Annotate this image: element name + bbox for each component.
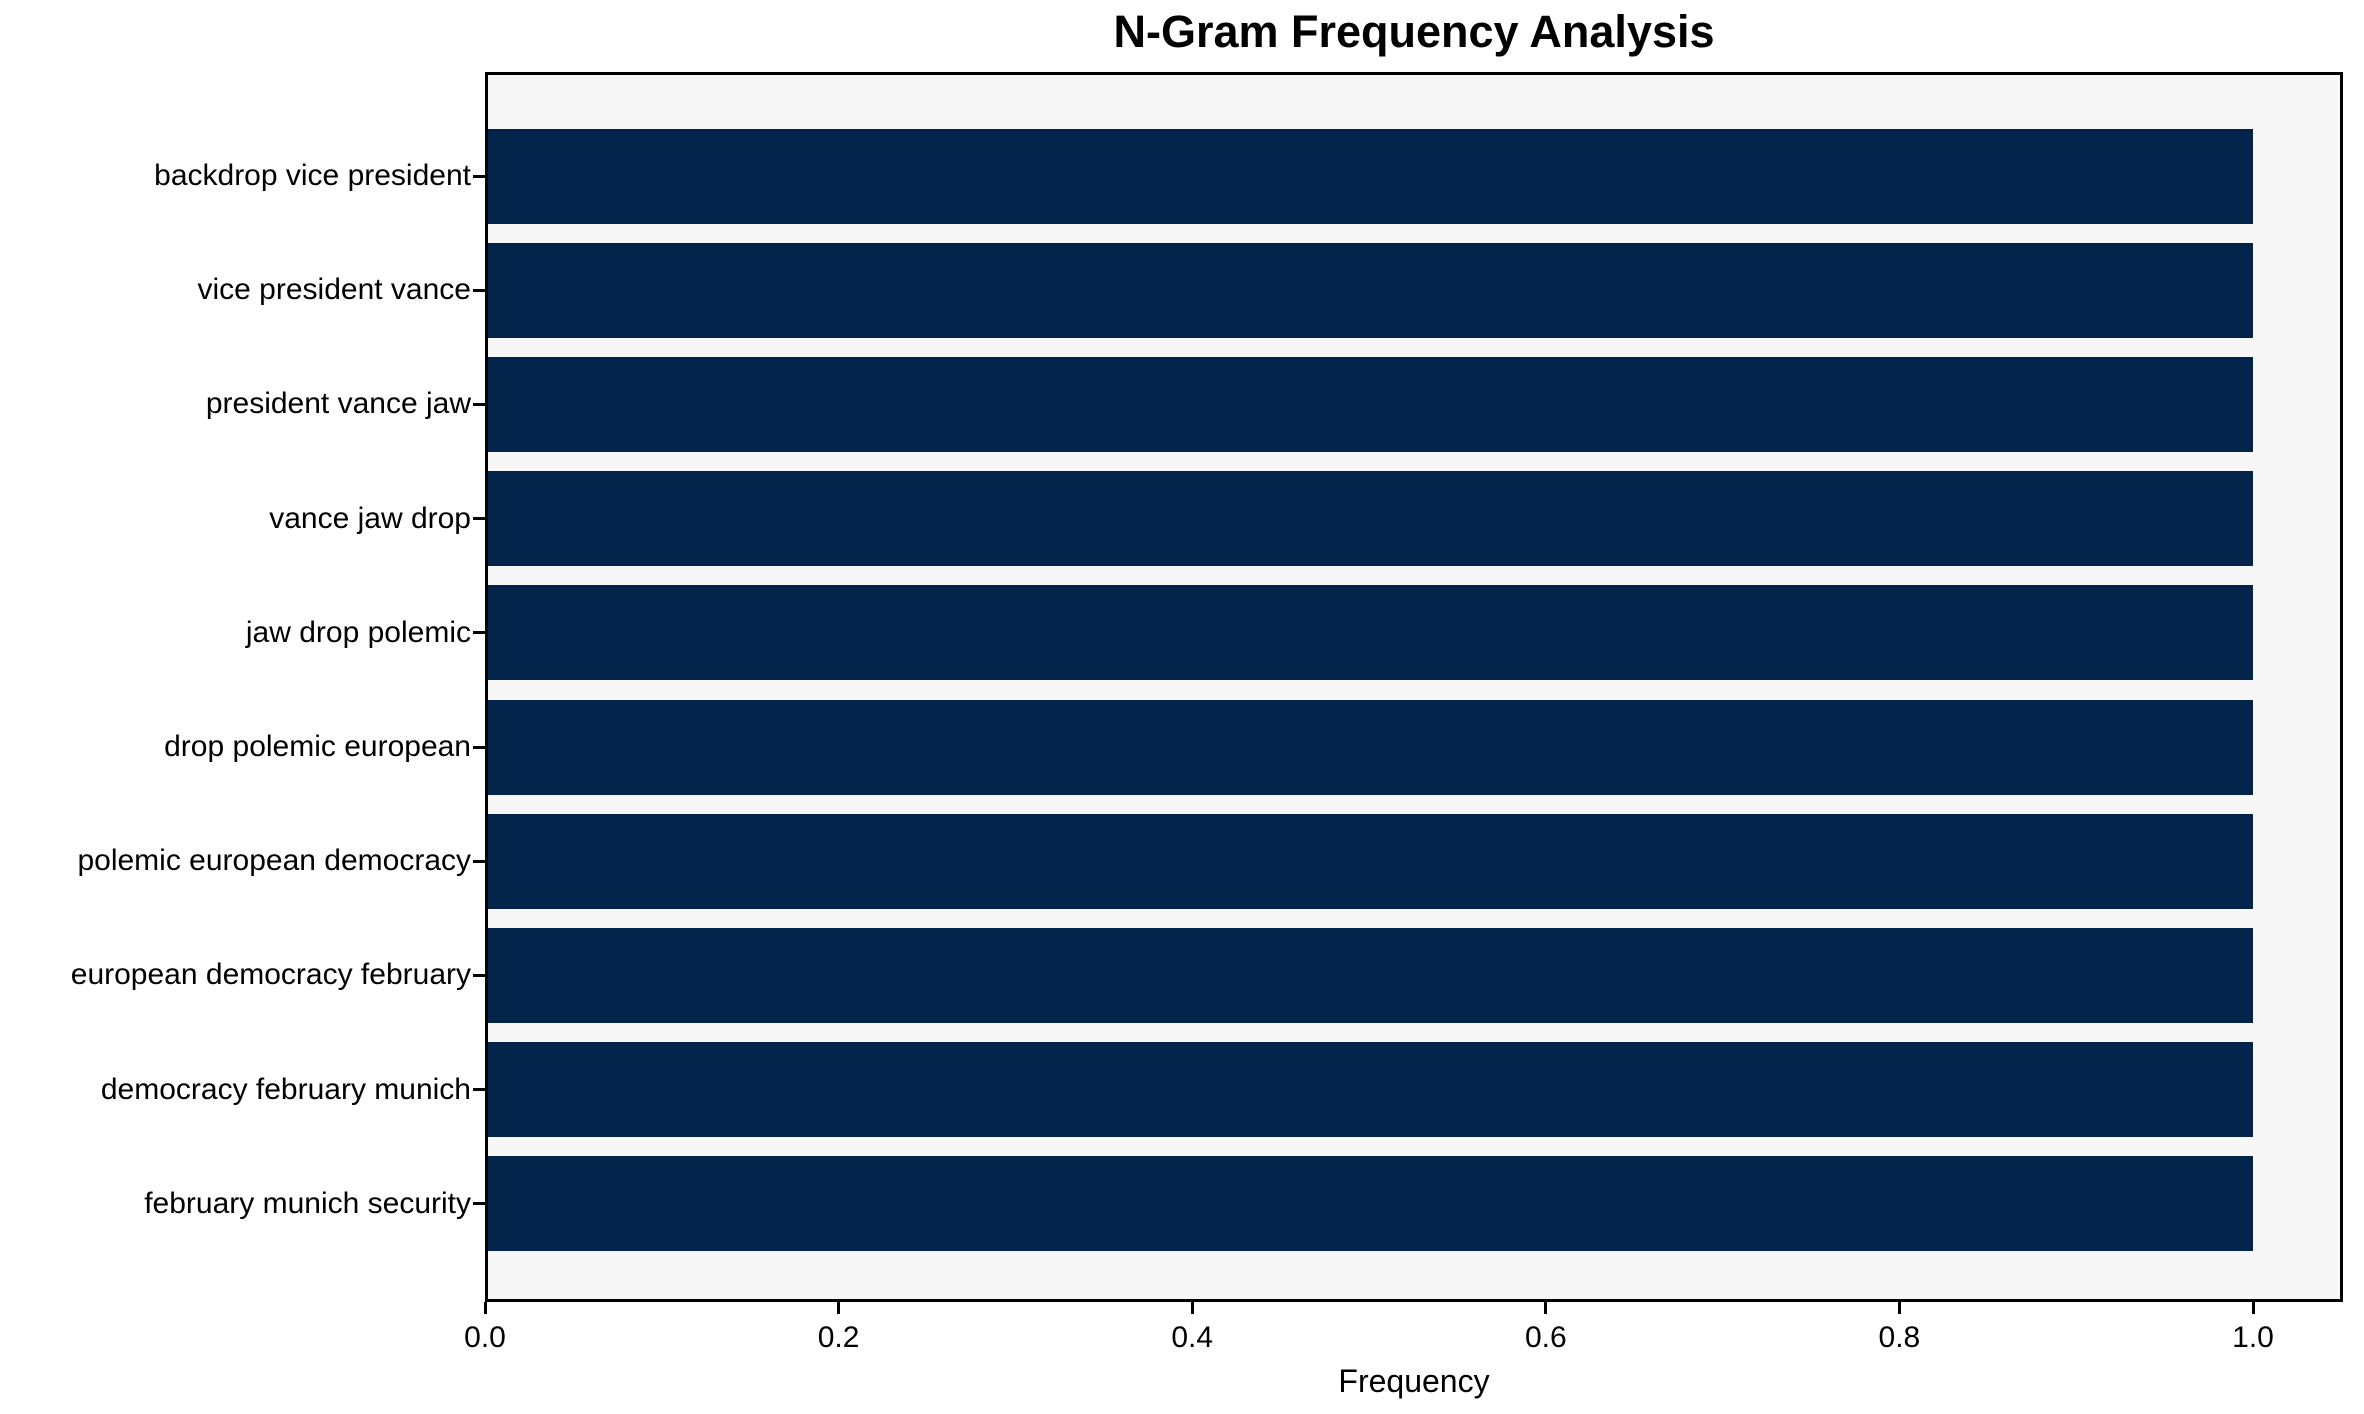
chart-title: N-Gram Frequency Analysis — [1113, 6, 1715, 57]
x-tick-label: 0.6 — [1524, 1321, 1567, 1354]
y-tick-label: vice president vance — [197, 273, 472, 307]
bar-5 — [485, 699, 2253, 795]
x-tick-label: 1.0 — [2232, 1321, 2274, 1354]
x-tick-mark — [837, 1302, 841, 1314]
bar-0 — [485, 128, 2253, 224]
y-tick-label: jaw drop polemic — [245, 615, 471, 649]
y-tick-label: president vance jaw — [205, 387, 471, 421]
y-tick-mark — [473, 517, 485, 521]
y-tick-label: democracy february munich — [100, 1072, 471, 1106]
y-tick-mark — [473, 1202, 485, 1206]
x-tick-mark — [1544, 1302, 1548, 1314]
bar-2 — [485, 356, 2253, 452]
y-tick-mark — [473, 402, 485, 406]
y-tick-mark — [473, 631, 485, 635]
bar-9 — [485, 1156, 2253, 1252]
x-tick-label: 0.8 — [1878, 1321, 1921, 1354]
y-tick-mark — [473, 288, 485, 292]
y-tick-label: vance jaw drop — [269, 501, 471, 535]
y-tick-label: european democracy february — [70, 958, 471, 992]
x-tick-label: 0.4 — [1171, 1321, 1214, 1354]
x-tick-mark — [1190, 1302, 1194, 1314]
x-tick-label: 0.0 — [464, 1321, 506, 1354]
x-tick-mark — [1897, 1302, 1901, 1314]
bar-8 — [485, 1042, 2253, 1138]
x-tick-mark — [483, 1302, 487, 1314]
bar-1 — [485, 242, 2253, 338]
y-tick-label: polemic european democracy — [77, 844, 471, 878]
y-tick-mark — [473, 1088, 485, 1092]
y-tick-mark — [473, 745, 485, 749]
y-tick-label: backdrop vice president — [154, 159, 471, 192]
bar-4 — [485, 585, 2253, 681]
bar-6 — [485, 813, 2253, 909]
x-axis-label: Frequency — [1338, 1363, 1490, 1399]
y-tick-mark — [473, 973, 485, 977]
x-tick-mark — [2251, 1302, 2255, 1314]
bar-3 — [485, 471, 2253, 567]
y-tick-label: february munich security — [144, 1186, 471, 1220]
bar-7 — [485, 927, 2253, 1023]
y-tick-mark — [473, 859, 485, 863]
y-tick-label: drop polemic european — [164, 730, 471, 763]
x-tick-label: 0.2 — [817, 1321, 860, 1354]
y-tick-mark — [473, 174, 485, 178]
